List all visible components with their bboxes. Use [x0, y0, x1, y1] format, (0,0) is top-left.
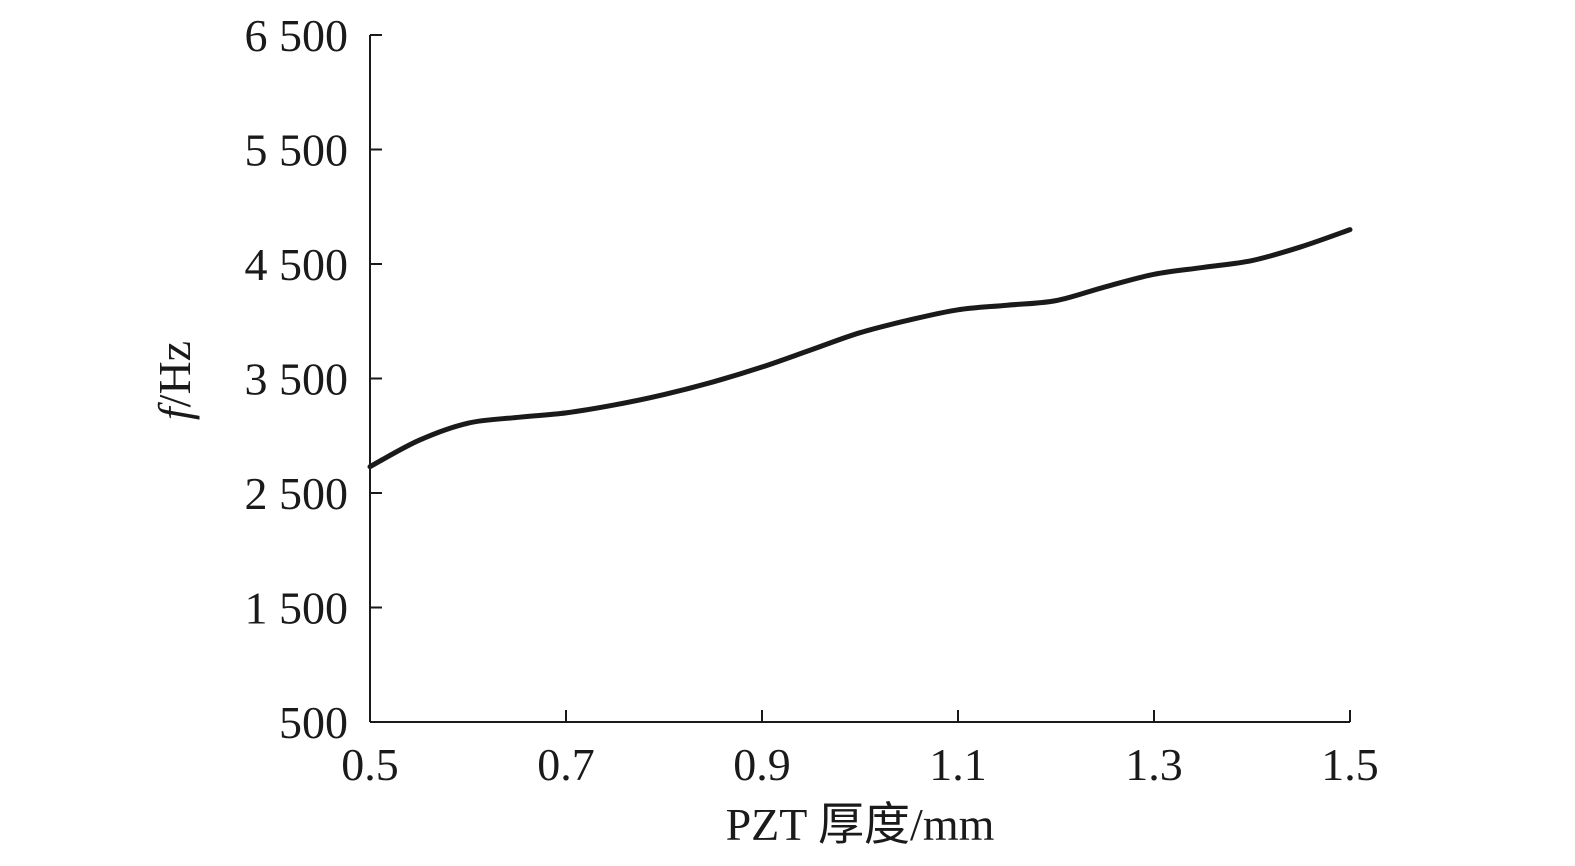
y-tick-label: 6 500 — [245, 10, 349, 61]
x-tick-label: 0.5 — [341, 739, 399, 790]
y-tick-label: 3 500 — [245, 354, 349, 405]
axes — [369, 35, 1350, 723]
y-axis-title: f/Hz — [149, 341, 200, 420]
y-axis-ticks: 500 1 500 2 500 3 500 4 500 5 500 6 500 — [245, 10, 382, 748]
y-tick-label: 1 500 — [245, 583, 349, 634]
x-tick-label: 1.3 — [1125, 739, 1183, 790]
x-axis-ticks: 0.5 0.7 0.9 1.1 1.3 1.5 — [341, 710, 1379, 790]
y-tick-label: 500 — [279, 697, 348, 748]
x-tick-label: 1.5 — [1321, 739, 1379, 790]
series-layer — [367, 227, 1353, 470]
x-tick-label: 0.9 — [733, 739, 791, 790]
x-axis-title: PZT 厚度/mm — [726, 799, 995, 850]
svg-text:f/Hz: f/Hz — [149, 341, 200, 420]
y-axis-title-unit: /Hz — [149, 341, 200, 407]
x-tick-label: 0.7 — [537, 739, 595, 790]
x-tick-label: 1.1 — [929, 739, 987, 790]
y-tick-label: 4 500 — [245, 239, 349, 290]
series-line — [367, 227, 1353, 470]
y-tick-label: 5 500 — [245, 125, 349, 176]
y-tick-label: 2 500 — [245, 468, 349, 519]
